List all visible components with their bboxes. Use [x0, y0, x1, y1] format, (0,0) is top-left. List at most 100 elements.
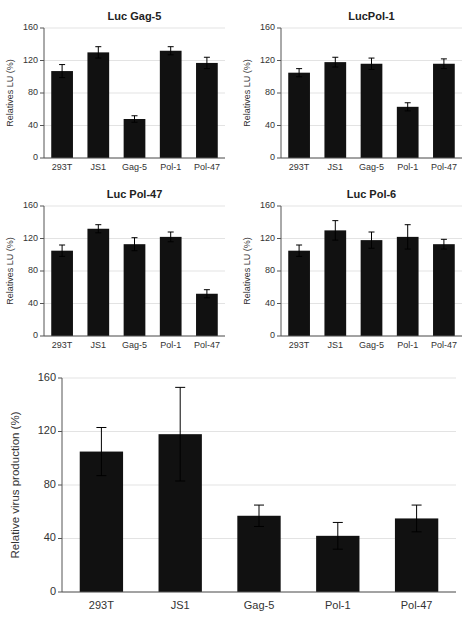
y-tick-label: 40 [265, 298, 275, 308]
error-stem [407, 103, 408, 111]
x-tick-label: Gag-5 [244, 599, 275, 611]
error-bar [369, 232, 375, 248]
y-tick [277, 158, 281, 159]
error-stem [62, 65, 63, 78]
error-cap [95, 46, 101, 47]
error-cap [369, 69, 375, 70]
error-bar [132, 238, 138, 251]
y-tick [277, 28, 281, 29]
error-stem [170, 232, 171, 242]
error-cap [168, 232, 174, 233]
error-bar [405, 225, 411, 249]
grid-line [62, 431, 456, 432]
error-bar [332, 221, 338, 241]
bar-chart: 04080120160293TJS1Gag-5Pol-1Pol-47LucPol… [242, 10, 462, 172]
y-tick-label: 40 [44, 531, 56, 543]
error-cap [95, 224, 101, 225]
error-cap [333, 549, 343, 550]
error-cap [59, 64, 65, 65]
y-tick-label: 120 [23, 233, 38, 243]
y-tick [40, 238, 44, 239]
chart-title: Luc Gag-5 [108, 10, 162, 22]
x-tick-label: JS1 [171, 599, 190, 611]
error-stem [416, 505, 417, 532]
y-axis [62, 378, 63, 592]
bar [237, 516, 280, 592]
y-tick-label: 160 [38, 371, 56, 383]
error-bar [441, 239, 447, 249]
error-stem [259, 505, 260, 526]
error-bar [95, 47, 101, 58]
bar [51, 251, 73, 336]
y-tick [40, 303, 44, 304]
y-tick-label: 80 [28, 265, 38, 275]
bar [397, 107, 419, 158]
bar [160, 51, 182, 158]
x-tick-label: Pol-47 [194, 340, 220, 350]
bar [160, 237, 182, 336]
y-tick-label: 0 [50, 585, 56, 597]
x-tick-label: Pol-1 [325, 599, 351, 611]
error-stem [206, 57, 207, 68]
grid-line [44, 158, 225, 159]
bar [288, 251, 310, 336]
error-cap [296, 68, 302, 69]
error-cap [175, 387, 185, 388]
error-stem [407, 225, 408, 249]
error-stem [299, 69, 300, 77]
bar [124, 119, 146, 158]
x-axis [44, 158, 225, 159]
x-tick-label: 293T [52, 340, 73, 350]
y-tick [277, 238, 281, 239]
grid-line [62, 592, 456, 593]
error-cap [332, 220, 338, 221]
y-axis-label: Relatives LU (%) [242, 237, 252, 305]
x-tick-label: 293T [89, 599, 114, 611]
bar [87, 52, 109, 158]
y-tick [40, 158, 44, 159]
grid-line [44, 60, 225, 61]
grid-line [62, 378, 456, 379]
error-cap [405, 224, 411, 225]
y-tick [40, 206, 44, 207]
error-cap [132, 237, 138, 238]
x-tick-label: Pol-47 [401, 599, 433, 611]
y-tick-label: 160 [260, 200, 275, 210]
error-stem [180, 387, 181, 481]
error-bar [59, 65, 65, 78]
bar [433, 244, 455, 336]
y-tick-label: 120 [23, 55, 38, 65]
x-tick-label: Gag-5 [122, 162, 147, 172]
y-axis [44, 28, 45, 158]
error-cap [332, 57, 338, 58]
error-stem [371, 58, 372, 69]
x-tick-label: Gag-5 [359, 162, 384, 172]
y-tick [277, 93, 281, 94]
error-stem [335, 221, 336, 241]
error-cap [296, 256, 302, 257]
error-cap [405, 102, 411, 103]
error-cap [168, 54, 174, 55]
chart-title: Luc Pol-47 [107, 188, 163, 200]
bar-chart: 04080120160293TJS1Gag-5Pol-1Pol-47Relati… [9, 371, 456, 611]
x-tick-label: Pol-47 [431, 162, 457, 172]
error-cap [405, 110, 411, 111]
error-cap [441, 249, 447, 250]
error-cap [333, 522, 343, 523]
y-tick-label: 120 [260, 55, 275, 65]
y-tick [277, 206, 281, 207]
x-tick-label: JS1 [91, 162, 107, 172]
y-tick [277, 60, 281, 61]
bar-chart: 04080120160293TJS1Gag-5Pol-1Pol-47Luc Ga… [5, 10, 225, 172]
y-tick-label: 40 [28, 120, 38, 130]
marks [288, 221, 455, 336]
x-tick-label: 293T [52, 162, 73, 172]
grid-line [44, 206, 225, 207]
error-stem [371, 232, 372, 248]
x-tick-label: Pol-1 [160, 340, 181, 350]
chart-title: Luc Pol-6 [347, 188, 397, 200]
y-tick [277, 303, 281, 304]
y-axis-label: Relative virus production (%) [9, 411, 21, 558]
error-stem [98, 47, 99, 58]
grid-line [44, 336, 225, 337]
